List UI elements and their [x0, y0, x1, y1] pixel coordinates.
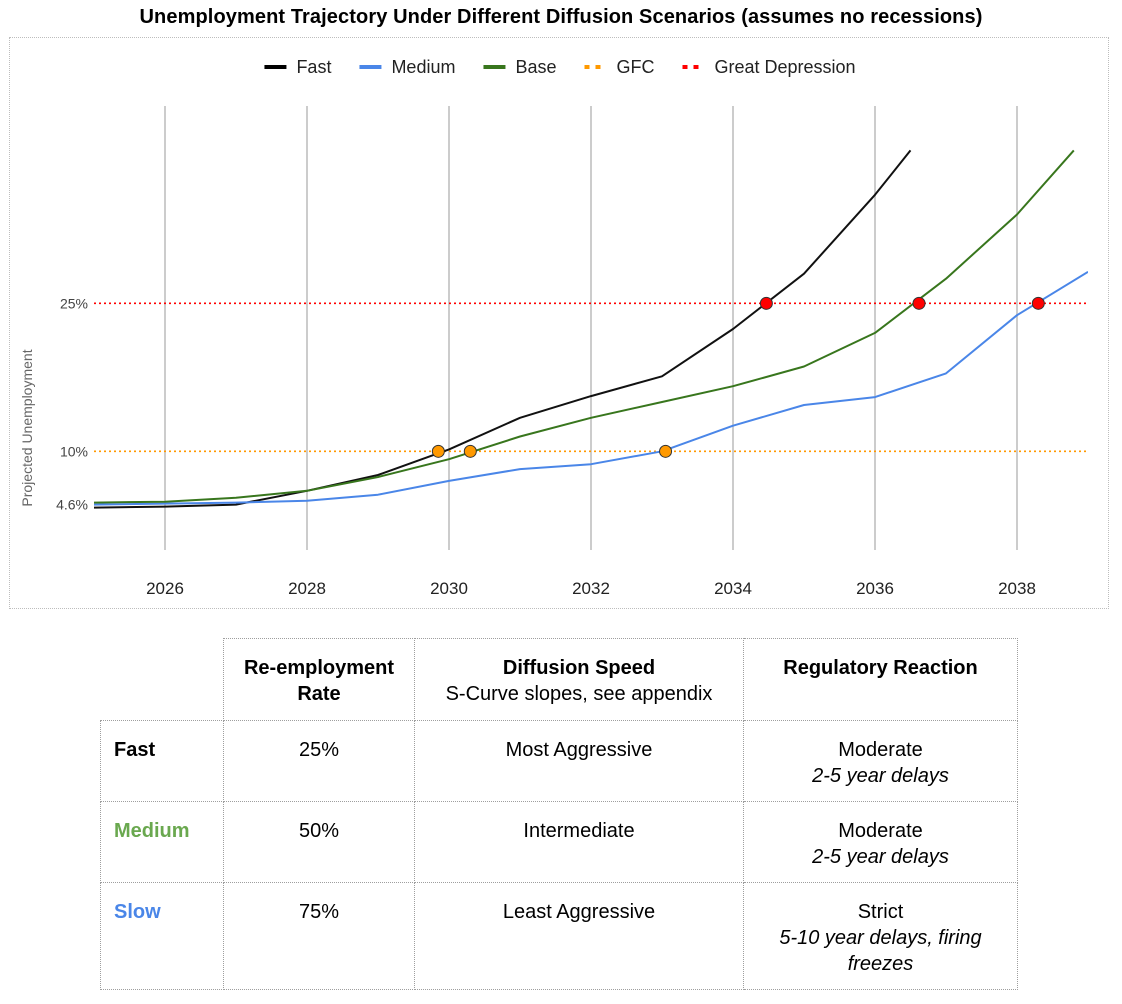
regulatory-note: 2-5 year delays [812, 846, 949, 868]
legend-label: GFC [616, 57, 654, 77]
cell-rate: 50% [223, 801, 415, 883]
header-reemployment-line2: Rate [297, 683, 341, 705]
legend-label: Medium [391, 57, 455, 77]
regulatory-level: Moderate [838, 739, 923, 761]
x-tick-label: 2036 [856, 579, 894, 598]
x-tick-label: 2032 [572, 579, 610, 598]
header-reemployment-line1: Re-employment [243, 657, 395, 679]
crossing-marker [463, 444, 477, 458]
row-label-fast: Fast [100, 720, 224, 802]
crossing-marker [1031, 296, 1045, 310]
crossing-marker [759, 296, 773, 310]
cell-speed: Least Aggressive [414, 882, 744, 990]
x-tick-label: 2038 [998, 579, 1036, 598]
y-tick-label: 25% [60, 295, 88, 311]
legend-label: Base [515, 57, 556, 77]
series-line-base [94, 149, 1075, 504]
series-line-medium [94, 270, 1088, 506]
regulatory-level: Strict [857, 901, 904, 923]
x-tick-label: 2028 [288, 579, 326, 598]
y-axis-label: Projected Unemployment [19, 349, 35, 506]
regulatory-note: 2-5 year delays [812, 765, 949, 787]
chart-frame: 2026 2028 2030 2032 2034 2036 2038 4.6% 10% 25% Pr… [9, 37, 1109, 609]
legend-label: Fast [296, 57, 331, 77]
scenario-table: Re-employment Rate Diffusion Speed S-Cur… [100, 638, 1018, 990]
crossing-marker [912, 296, 926, 310]
cell-regulatory: Moderate 2-5 year delays [743, 801, 1018, 883]
header-diffusion-title: Diffusion Speed [502, 657, 656, 679]
header-regulatory-reaction: Regulatory Reaction [743, 638, 1018, 721]
x-tick-label: 2026 [146, 579, 184, 598]
crossing-marker [431, 444, 445, 458]
header-reemployment-rate: Re-employment Rate [223, 638, 415, 721]
header-diffusion-speed: Diffusion Speed S-Curve slopes, see appe… [414, 638, 744, 721]
series-line-fast [94, 149, 912, 509]
cell-regulatory: Strict 5-10 year delays, firing freezes [743, 882, 1018, 990]
cell-speed: Most Aggressive [414, 720, 744, 802]
regulatory-note: 5-10 year delays, firing [779, 927, 982, 949]
row-label-slow: Slow [100, 882, 224, 990]
regulatory-level: Moderate [838, 820, 923, 842]
header-diffusion-subtitle: S-Curve slopes, see appendix [445, 683, 713, 705]
cell-rate: 75% [223, 882, 415, 990]
crossing-marker [659, 444, 673, 458]
table-corner-cell [100, 638, 224, 721]
table-row: Slow 75% Least Aggressive Strict 5-10 ye… [100, 882, 1018, 990]
legend-label: Great Depression [714, 57, 855, 77]
cell-speed: Intermediate [414, 801, 744, 883]
y-tick-label: 4.6% [56, 497, 88, 513]
chart-title: Unemployment Trajectory Under Different … [139, 6, 983, 28]
table-header-row: Re-employment Rate Diffusion Speed S-Cur… [100, 638, 1018, 721]
cell-regulatory: Moderate 2-5 year delays [743, 720, 1018, 802]
table-row: Medium 50% Intermediate Moderate 2-5 yea… [100, 801, 1018, 883]
table-row: Fast 25% Most Aggressive Moderate 2-5 ye… [100, 720, 1018, 802]
line-chart: 2026 2028 2030 2032 2034 2036 2038 4.6% 10% 25% Pr… [19, 57, 1088, 598]
x-tick-label: 2034 [714, 579, 752, 598]
y-tick-label: 10% [60, 443, 88, 459]
cell-rate: 25% [223, 720, 415, 802]
x-tick-label: 2030 [430, 579, 468, 598]
row-label-medium: Medium [100, 801, 224, 883]
regulatory-note-cont: freezes [847, 953, 914, 975]
